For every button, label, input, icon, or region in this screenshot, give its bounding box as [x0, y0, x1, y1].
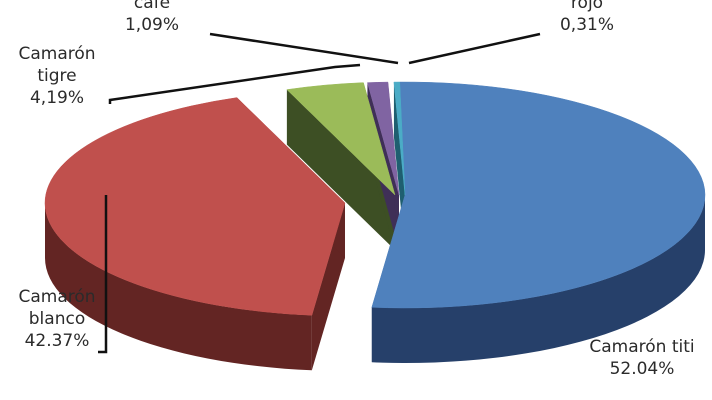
pie-slice-tops [44, 81, 706, 316]
slice-value-label: 0,31% [560, 15, 614, 35]
slice-name-label: Camarón [18, 287, 95, 307]
leader-line-2 [108, 63, 361, 104]
pie-slice-side-1 [45, 203, 312, 371]
slice-name-label: rojo [571, 0, 603, 13]
slice-name-label: Camarón [18, 44, 95, 64]
leader-line-4 [408, 32, 541, 65]
slice-label-2: Camarón tigre 4,19% [18, 44, 95, 108]
pie-slice-0 [371, 81, 706, 309]
slice-label-0: Camarón titi 52.04% [589, 337, 694, 379]
slice-value-label: 52.04% [610, 359, 675, 379]
pie-slice-2 [286, 82, 396, 196]
slice-name-label: Camarón titi [589, 337, 694, 357]
pie-slice-3 [367, 81, 400, 196]
pie-slice-wall-2-0 [286, 89, 395, 251]
slice-label-1: Camarón blanco 42.37% [18, 287, 95, 351]
slice-value-label: 4,19% [30, 88, 84, 108]
leader-line-3 [209, 32, 399, 65]
leader-lines [98, 32, 541, 354]
slice-name-label: blanco [29, 309, 85, 329]
slice-label-4: Camarónrojo0,31% [548, 0, 625, 35]
leader-line-1 [98, 195, 108, 354]
slice-value-label: 42.37% [25, 331, 90, 351]
pie-slice-4 [393, 81, 406, 196]
slice-value-label: 1,09% [125, 15, 179, 35]
slice-name-label: café [134, 0, 170, 13]
pie-slice-1 [44, 97, 346, 316]
slice-label-3: Camaróncafé1,09% [113, 0, 190, 35]
slice-name-label: tigre [37, 66, 76, 86]
pie-slice-side-0 [371, 195, 705, 363]
slice-labels: Camarón titi 52.04%Camarón blanco 42.37%Cam… [18, 0, 694, 379]
